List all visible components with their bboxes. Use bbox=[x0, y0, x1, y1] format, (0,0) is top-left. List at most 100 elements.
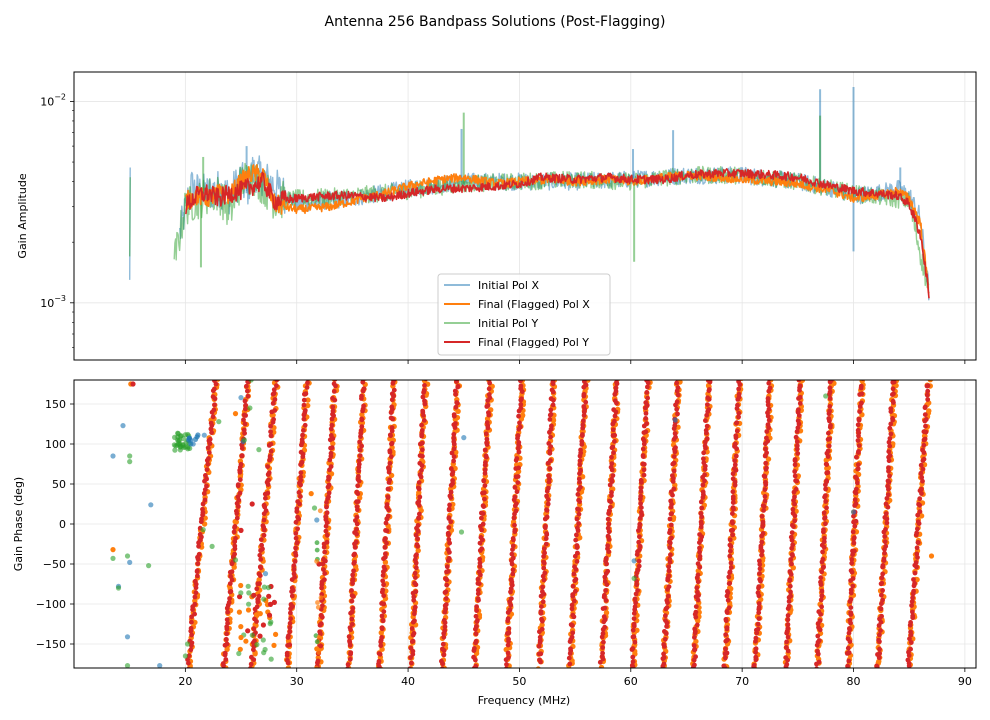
phase-point bbox=[638, 501, 643, 506]
phase-point bbox=[606, 521, 612, 527]
phase-point bbox=[644, 421, 649, 426]
phase-point bbox=[416, 499, 422, 504]
phase-point bbox=[848, 568, 854, 573]
phase-point bbox=[908, 646, 913, 652]
phase-point bbox=[753, 654, 759, 660]
phase-point bbox=[316, 634, 322, 640]
phase-point bbox=[353, 539, 359, 545]
phase-point bbox=[608, 464, 614, 470]
phase-point bbox=[847, 626, 852, 631]
phase-point bbox=[819, 588, 825, 594]
phase-point bbox=[727, 542, 733, 548]
phase-point bbox=[846, 658, 852, 664]
phase-point bbox=[691, 643, 697, 648]
phase-point bbox=[887, 425, 893, 431]
phase-point bbox=[819, 569, 825, 575]
phase-point bbox=[763, 446, 768, 452]
phase-point bbox=[441, 634, 447, 640]
phase-point bbox=[765, 396, 771, 401]
phase-point bbox=[514, 456, 520, 461]
phase-point bbox=[641, 467, 647, 473]
phase-point bbox=[819, 593, 825, 598]
phase-point bbox=[228, 574, 234, 579]
phase-point bbox=[671, 486, 677, 492]
phase-point bbox=[411, 594, 417, 600]
phase-point bbox=[792, 494, 797, 500]
phase-point bbox=[790, 510, 796, 516]
phase-point bbox=[666, 568, 672, 574]
phase-point bbox=[416, 489, 422, 496]
phase-point bbox=[794, 439, 800, 445]
phase-point bbox=[257, 633, 263, 639]
phase-point bbox=[882, 539, 888, 545]
phase-point bbox=[674, 406, 680, 412]
phase-point bbox=[347, 625, 353, 630]
phase-point bbox=[379, 635, 385, 640]
phase-point bbox=[786, 603, 792, 609]
phase-point bbox=[236, 609, 242, 615]
phase-point bbox=[792, 462, 798, 468]
phase-point bbox=[675, 385, 681, 391]
phase-point bbox=[482, 470, 488, 476]
phase-point bbox=[820, 556, 826, 562]
phase-point bbox=[265, 585, 271, 591]
phase-point bbox=[610, 444, 616, 450]
phase-point bbox=[196, 552, 202, 557]
phase-point bbox=[578, 484, 583, 490]
phase-wrap-final-pol-y bbox=[248, 380, 280, 668]
phase-y-tick-label: −150 bbox=[36, 638, 66, 651]
phase-point bbox=[666, 573, 672, 579]
phase-point bbox=[793, 434, 799, 440]
phase-point bbox=[234, 508, 239, 514]
phase-point bbox=[271, 642, 277, 649]
phase-point bbox=[915, 512, 921, 518]
phase-point bbox=[451, 458, 456, 464]
phase-point bbox=[419, 428, 425, 433]
phase-point bbox=[697, 553, 703, 559]
phase-point bbox=[234, 515, 240, 521]
phase-point bbox=[420, 394, 426, 400]
phase-point bbox=[915, 526, 920, 532]
phase-point bbox=[574, 559, 580, 564]
phase-point bbox=[575, 506, 580, 512]
phase-point bbox=[482, 483, 488, 488]
phase-point bbox=[905, 657, 911, 663]
phase-point bbox=[698, 499, 704, 505]
phase-point bbox=[382, 545, 388, 550]
phase-point bbox=[550, 402, 556, 408]
phase-point bbox=[389, 391, 395, 397]
phase-point bbox=[512, 527, 518, 533]
phase-point bbox=[318, 613, 324, 618]
phase-point bbox=[482, 467, 488, 473]
phase-point bbox=[631, 621, 637, 627]
phase-point bbox=[570, 592, 576, 597]
phase-point bbox=[295, 514, 300, 520]
phase-y-tick-label: 100 bbox=[45, 438, 66, 451]
phase-y-tick-label: 150 bbox=[45, 398, 66, 411]
phase-point bbox=[416, 485, 421, 491]
phase-point bbox=[640, 446, 646, 452]
x-axis-label: Frequency (MHz) bbox=[478, 694, 570, 707]
phase-point bbox=[451, 454, 457, 460]
phase-point bbox=[391, 380, 396, 383]
phase-point bbox=[855, 480, 860, 486]
phase-point bbox=[634, 582, 640, 588]
phase-point bbox=[359, 443, 364, 449]
phase-point bbox=[451, 412, 457, 417]
legend-label-initial-pol-x: Initial Pol X bbox=[478, 279, 539, 292]
phase-point bbox=[293, 535, 299, 541]
phase-point bbox=[783, 645, 789, 650]
phase-point bbox=[614, 380, 619, 385]
phase-point bbox=[416, 515, 421, 521]
phase-point bbox=[757, 566, 763, 572]
phase-point bbox=[925, 383, 931, 389]
phase-wrap-final-pol-y bbox=[376, 380, 397, 668]
phase-point bbox=[908, 629, 913, 635]
phase-point bbox=[697, 564, 703, 570]
phase-point bbox=[294, 506, 300, 511]
phase-point bbox=[640, 436, 646, 442]
phase-point bbox=[482, 447, 488, 453]
phase-point bbox=[380, 578, 386, 584]
phase-point bbox=[578, 447, 583, 453]
phase-point bbox=[445, 530, 451, 536]
